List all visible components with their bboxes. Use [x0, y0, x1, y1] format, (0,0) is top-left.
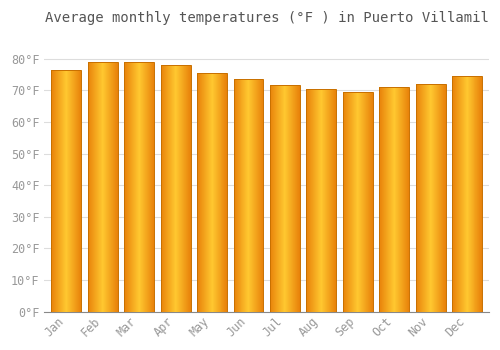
Bar — [270, 85, 300, 312]
Bar — [379, 87, 409, 312]
Bar — [52, 70, 82, 312]
Bar — [234, 79, 264, 312]
Bar — [343, 92, 372, 312]
Bar — [197, 73, 227, 312]
Bar — [88, 62, 118, 312]
Title: Average monthly temperatures (°F ) in Puerto Villamil: Average monthly temperatures (°F ) in Pu… — [44, 11, 488, 25]
Bar — [306, 89, 336, 312]
Bar — [452, 76, 482, 312]
Bar — [124, 62, 154, 312]
Bar — [416, 84, 446, 312]
Bar — [160, 65, 190, 312]
